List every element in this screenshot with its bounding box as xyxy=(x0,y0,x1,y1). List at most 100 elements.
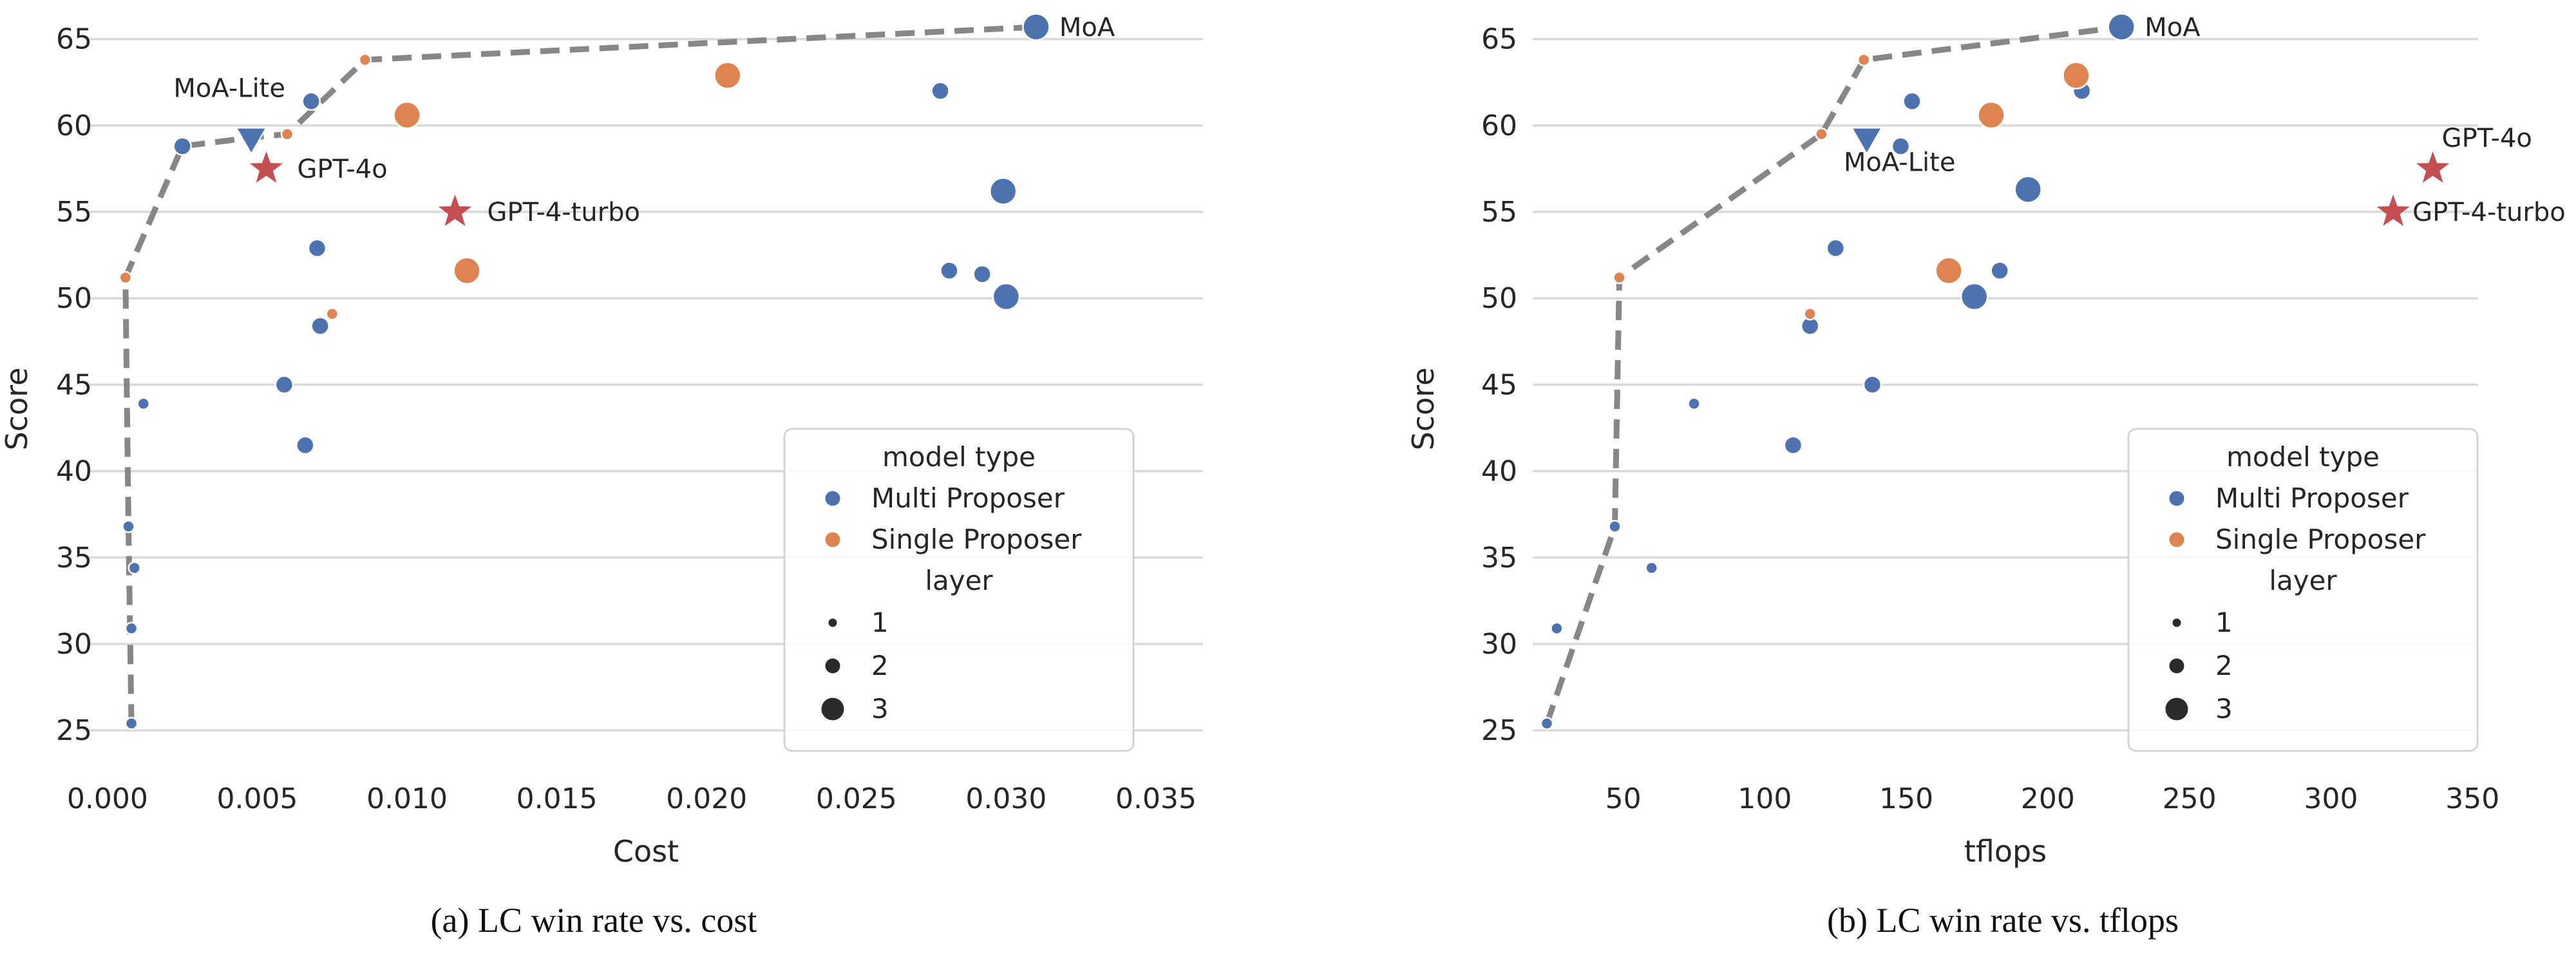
data-point xyxy=(1613,270,1626,285)
gpt-4-turbo-star-marker xyxy=(438,194,472,226)
y-axis-label: Score xyxy=(0,368,34,451)
y-tick-label-55: 55 xyxy=(56,196,92,229)
data-point xyxy=(1977,101,2005,129)
y-tick-label-65: 65 xyxy=(1481,23,1517,56)
annotation-moa: MoA xyxy=(1059,13,1115,43)
series-single-proposer xyxy=(118,53,742,321)
legend-size-label-1: 1 xyxy=(2215,607,2233,638)
series-multi-proposer xyxy=(122,13,1050,730)
y-tick-label-60: 60 xyxy=(56,109,92,142)
data-point xyxy=(1960,282,1989,311)
data-point xyxy=(1803,307,1817,321)
y-tick-label-25: 25 xyxy=(1481,714,1517,747)
caption-a: (a) LC win rate vs. cost xyxy=(430,901,757,940)
gpt-4o-star-marker xyxy=(2416,151,2450,183)
x-tick-label-0.020: 0.020 xyxy=(666,782,747,815)
legend-size-label-2: 2 xyxy=(2215,650,2233,681)
pareto-frontier-line xyxy=(122,24,1037,724)
legend-marker-multi-proposer xyxy=(2169,491,2184,506)
y-axis-label: Score xyxy=(1406,368,1441,451)
y-tick-label-50: 50 xyxy=(56,282,92,315)
legend-title-layer: layer xyxy=(925,565,993,596)
legend-title-layer: layer xyxy=(2269,565,2337,596)
x-tick-label-0.030: 0.030 xyxy=(965,782,1046,815)
data-point xyxy=(393,101,421,129)
legend-box xyxy=(2127,428,2479,752)
annotation-gpt-4o: GPT-4o xyxy=(2442,124,2532,153)
legend-size-marker-3 xyxy=(821,697,844,721)
data-point xyxy=(1540,717,1554,730)
data-point xyxy=(1826,238,1846,258)
data-point xyxy=(124,717,138,730)
right-panel: MoA-Lite GPT-4o GPT-4-turbo MoA 25 30 35 40 45 50… xyxy=(1406,13,2566,869)
y-tick-label-45: 45 xyxy=(1481,368,1517,401)
data-point xyxy=(972,264,992,284)
x-tick-label-100: 100 xyxy=(1738,782,1792,815)
series-multi-proposer xyxy=(1540,13,2136,730)
data-point xyxy=(992,282,1021,311)
series-single-proposer xyxy=(1613,53,2090,321)
y-tick-label-25: 25 xyxy=(56,714,92,747)
y-tick-label-65: 65 xyxy=(56,23,92,56)
data-point xyxy=(1891,137,1911,156)
x-tick-label-0.000: 0.000 xyxy=(67,782,148,815)
gpt-4-turbo-star-marker xyxy=(2376,194,2410,226)
y-tick-label-55: 55 xyxy=(1481,196,1517,229)
data-point xyxy=(1857,53,1871,67)
legend-marker-single-proposer xyxy=(825,532,840,547)
data-point xyxy=(1608,520,1622,533)
data-point xyxy=(280,128,294,141)
x-tick-label-0.010: 0.010 xyxy=(366,782,448,815)
data-point xyxy=(325,307,339,321)
x-tick-label-0.025: 0.025 xyxy=(816,782,897,815)
moa-lite-triangle-marker xyxy=(1850,127,1883,155)
legend-size-marker-1 xyxy=(828,618,837,627)
left-panel: MoA-Lite GPT-4o GPT-4-turbo MoA 25 30 35 40 45 50… xyxy=(0,13,1203,869)
y-tick-label-35: 35 xyxy=(1481,542,1517,574)
annotation-gpt-4-turbo: GPT-4-turbo xyxy=(2412,198,2566,227)
data-point xyxy=(137,397,150,411)
data-point xyxy=(1022,13,1050,41)
y-tick-label-40: 40 xyxy=(1481,455,1517,488)
gpt-4o-star-marker xyxy=(249,151,283,183)
data-point xyxy=(1687,397,1701,411)
legend-size-label-3: 3 xyxy=(2215,693,2233,724)
legend-size-marker-3 xyxy=(2165,697,2188,721)
legend-size-label-1: 1 xyxy=(871,607,889,638)
y-tick-label-30: 30 xyxy=(56,628,92,661)
legend: model type Multi Proposer Single Proposer l… xyxy=(783,428,1135,752)
data-point xyxy=(124,621,138,636)
data-point xyxy=(128,561,142,575)
legend-size-label-3: 3 xyxy=(871,693,889,724)
data-point xyxy=(358,53,372,67)
legend-title-model-type: model type xyxy=(2226,441,2380,473)
annotation-gpt-4-turbo: GPT-4-turbo xyxy=(487,198,640,227)
data-point xyxy=(122,520,135,533)
data-point xyxy=(1862,375,1882,395)
moa-lite-triangle-marker xyxy=(235,127,267,155)
annotation-moa: MoA xyxy=(2145,13,2201,43)
x-tick-label-350: 350 xyxy=(2445,782,2499,815)
data-point xyxy=(173,137,192,156)
x-tick-label-200: 200 xyxy=(2021,782,2075,815)
legend-box xyxy=(783,428,1135,752)
legend-marker-multi-proposer xyxy=(825,491,840,506)
x-tick-label-0.035: 0.035 xyxy=(1115,782,1197,815)
y-tick-label-50: 50 xyxy=(1481,282,1517,315)
data-point xyxy=(118,270,133,285)
legend-size-marker-2 xyxy=(825,658,840,674)
annotation-moa-lite: MoA-Lite xyxy=(1844,148,1956,178)
y-tick-label-30: 30 xyxy=(1481,628,1517,661)
data-point xyxy=(2014,175,2042,204)
legend-size-marker-1 xyxy=(2172,618,2181,627)
data-point xyxy=(1815,128,1828,141)
pareto-frontier-line xyxy=(1544,24,2122,724)
y-tick-label-40: 40 xyxy=(56,455,92,488)
legend: model type Multi Proposer Single Proposer l… xyxy=(2127,428,2479,752)
data-point xyxy=(2107,13,2136,41)
caption-b: (b) LC win rate vs. tflops xyxy=(1827,901,2179,940)
x-tick-label-0.005: 0.005 xyxy=(217,782,298,815)
data-point xyxy=(1990,261,2009,281)
